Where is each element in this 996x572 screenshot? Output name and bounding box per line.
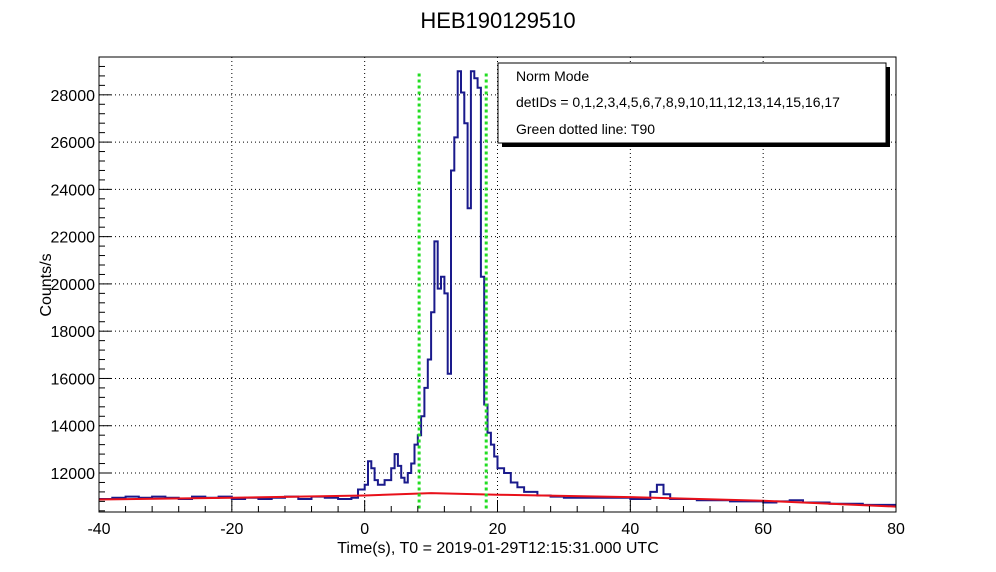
background-fit-series xyxy=(98,492,897,508)
legend: Norm Mode detIDs = 0,1,2,3,4,5,6,7,8,9,1… xyxy=(497,62,890,147)
x-tick-label: 60 xyxy=(754,521,772,538)
y-axis-title: Counts/s xyxy=(38,253,55,316)
t90-lines xyxy=(417,73,488,512)
y-tick-label: 14000 xyxy=(51,419,96,436)
x-tick-label: -20 xyxy=(220,521,243,538)
y-tick-label: 20000 xyxy=(51,277,96,294)
x-tick-label: 80 xyxy=(887,521,905,538)
legend-box xyxy=(497,62,887,144)
y-tick-label: 12000 xyxy=(51,466,96,483)
y-tick-label: 18000 xyxy=(51,324,96,341)
x-tick-label: 20 xyxy=(489,521,507,538)
y-tick-label: 16000 xyxy=(51,371,96,388)
legend-line-1: Norm Mode xyxy=(516,68,589,84)
y-tick-label: 28000 xyxy=(51,88,96,105)
chart-title: HEB190129510 xyxy=(420,8,575,33)
axes: -40 -20 0 20 40 60 80 12000 14000 16000 18000 20000… xyxy=(51,56,905,538)
x-axis-title: Time(s), T0 = 2019-01-29T12:15:31.000 UT… xyxy=(337,540,659,557)
y-tick-label: 24000 xyxy=(51,182,96,199)
legend-line-3: Green dotted line: T90 xyxy=(516,121,655,137)
plot-area xyxy=(98,70,897,508)
x-tick-label: 0 xyxy=(360,521,369,538)
x-tick-label: -40 xyxy=(87,521,110,538)
y-tick-label: 22000 xyxy=(51,230,96,247)
x-tick-label: 40 xyxy=(621,521,639,538)
legend-line-2: detIDs = 0,1,2,3,4,5,6,7,8,9,10,11,12,13… xyxy=(516,94,840,110)
y-tick-label: 26000 xyxy=(51,135,96,152)
